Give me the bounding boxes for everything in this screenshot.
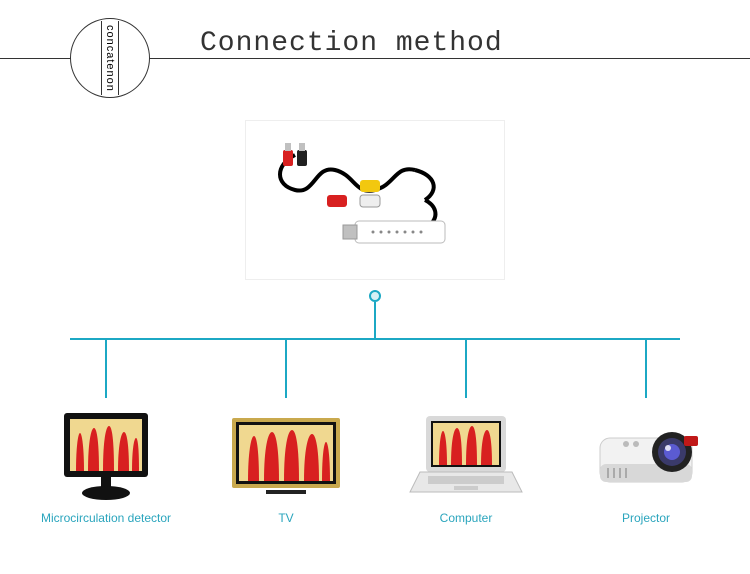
device-label: Microcirculation detector <box>36 511 176 527</box>
device-tv: TV <box>216 408 356 527</box>
cable-icon <box>265 135 485 265</box>
tree-branch <box>285 338 287 398</box>
section-badge: concatenon <box>70 18 150 98</box>
badge-label: concatenon <box>101 21 119 96</box>
root-device-usb-capture <box>245 120 505 280</box>
tree-root-node <box>369 290 381 302</box>
tree-hline <box>70 338 680 340</box>
device-label: Computer <box>396 511 536 527</box>
tv-icon <box>226 408 346 503</box>
tree-branch <box>645 338 647 398</box>
laptop-icon <box>406 408 526 503</box>
monitor-icon <box>46 408 166 503</box>
device-label: Projector <box>576 511 716 527</box>
tree-stem <box>374 302 376 338</box>
device-label: TV <box>216 511 356 527</box>
tree-branch <box>465 338 467 398</box>
device-projector: Projector <box>576 408 716 527</box>
device-computer: Computer <box>396 408 536 527</box>
page-title: Connection method <box>200 28 503 59</box>
device-microcirculation-detector: Microcirculation detector <box>36 408 176 527</box>
tree-branch <box>105 338 107 398</box>
projector-icon <box>586 408 706 503</box>
